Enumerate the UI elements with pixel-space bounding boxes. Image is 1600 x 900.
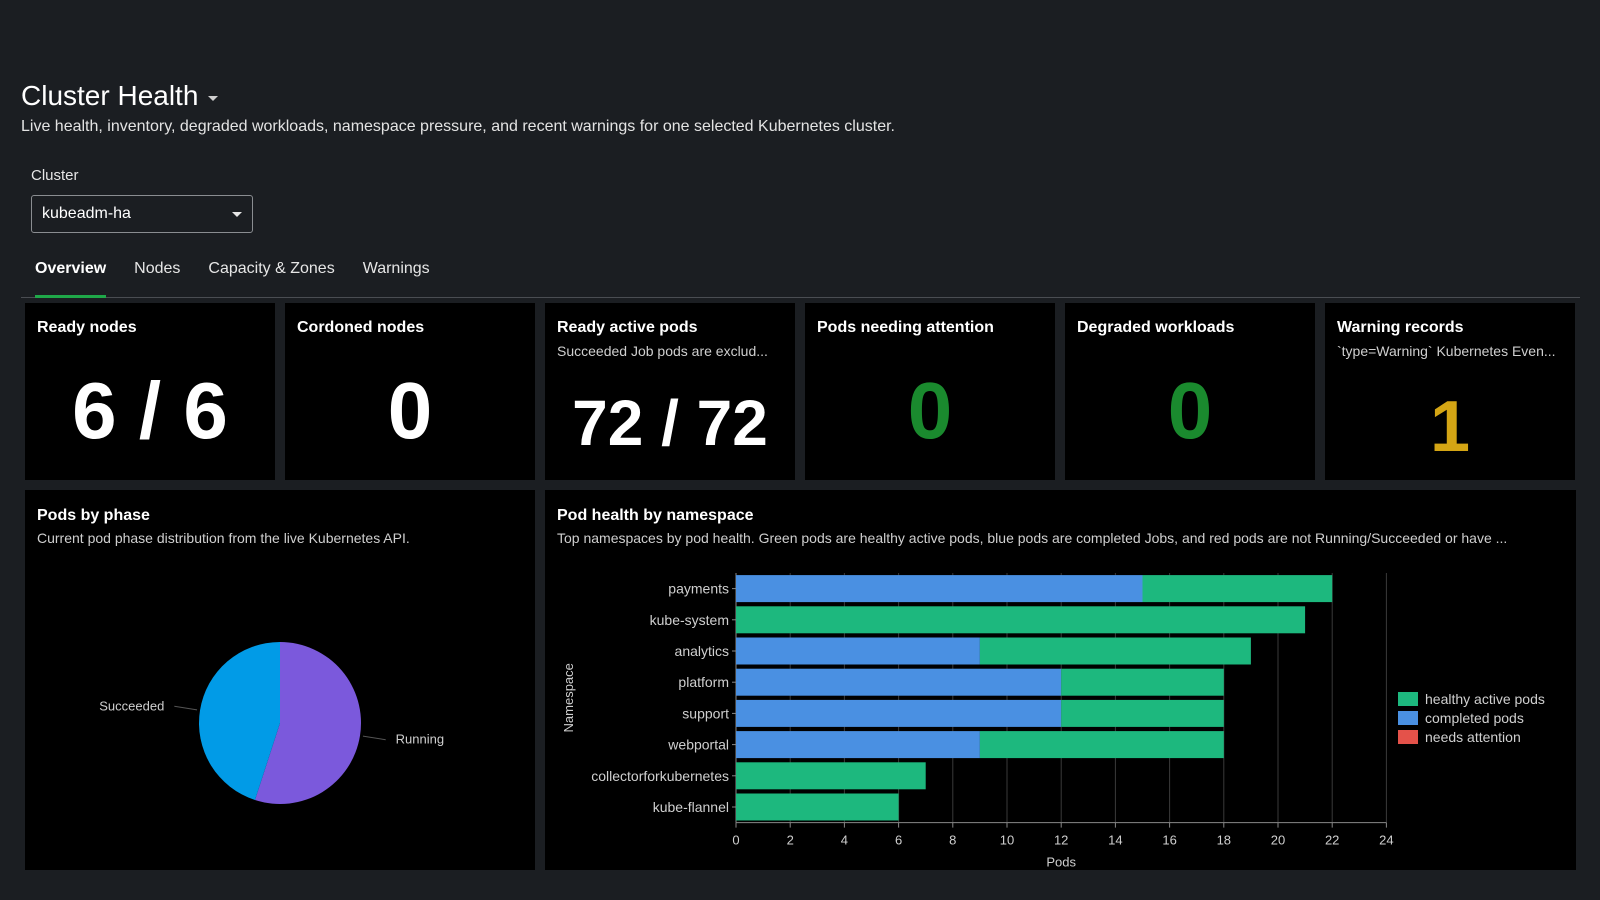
kpi-cordoned-nodes: Cordoned nodes 0: [285, 303, 535, 480]
pod-health-panel: Pod health by namespace Top namespaces b…: [545, 490, 1576, 870]
kpi-degraded-workloads: Degraded workloads 0: [1065, 303, 1315, 480]
tab-bar: Overview Nodes Capacity & Zones Warnings: [21, 254, 1580, 298]
kpi-description: `type=Warning` Kubernetes Even...: [1337, 343, 1556, 359]
x-tick-label: 24: [1379, 833, 1393, 848]
pie-label-leader: [174, 705, 198, 711]
bar-segment-healthy-active-pods[interactable]: [736, 793, 899, 821]
y-axis-title: Namespace: [561, 663, 576, 732]
kpi-title: Ready active pods: [557, 319, 698, 336]
kpi-title: Cordoned nodes: [297, 319, 425, 336]
bar-segment-completed-pods[interactable]: [736, 699, 1062, 727]
x-tick-label: 12: [1054, 833, 1068, 848]
title-row: Cluster Health: [21, 80, 219, 112]
bar-segment-completed-pods[interactable]: [736, 668, 1062, 696]
x-tick-label: 14: [1108, 833, 1122, 848]
bar-segment-healthy-active-pods[interactable]: [1061, 668, 1224, 696]
dashboard-menu-caret-icon[interactable]: [208, 95, 219, 101]
bar-chart: 0 2 4 6 8 10 12 14 16 18 20 22 24paymentskube-system…: [561, 573, 1545, 870]
x-axis-title: Pods: [1046, 855, 1076, 870]
bar-segment-healthy-active-pods[interactable]: [979, 637, 1251, 665]
bar-segment-healthy-active-pods[interactable]: [736, 762, 926, 790]
y-tick-label: webportal: [667, 737, 729, 753]
legend-swatch: [1398, 692, 1418, 706]
cluster-label: Cluster: [31, 167, 79, 184]
bar-segment-healthy-active-pods[interactable]: [736, 606, 1306, 634]
x-tick-label: 16: [1162, 833, 1176, 848]
pods-by-phase-panel: Pods by phase Current pod phase distribu…: [25, 490, 535, 870]
y-tick-label: payments: [668, 581, 729, 597]
pie-chart: Running Succeeded: [99, 642, 444, 804]
kpi-title: Degraded workloads: [1077, 319, 1235, 336]
cluster-dropdown[interactable]: kubeadm-ha: [31, 195, 253, 233]
pie-label: Running: [396, 732, 444, 747]
bar-segment-healthy-active-pods[interactable]: [1061, 699, 1224, 727]
x-tick-label: 8: [949, 833, 956, 848]
kpi-value: 0: [1167, 366, 1213, 455]
x-tick-label: 10: [1000, 833, 1014, 848]
panel-title: Pod health by namespace: [557, 507, 754, 524]
bar-segment-completed-pods[interactable]: [736, 731, 980, 759]
legend-label: healthy active pods: [1425, 691, 1545, 707]
pie-label-leader: [362, 735, 386, 741]
kpi-value: 1: [1429, 387, 1471, 467]
x-tick-label: 2: [787, 833, 794, 848]
tab-capacity-zones[interactable]: Capacity & Zones: [208, 260, 335, 277]
x-tick-label: 6: [895, 833, 902, 848]
y-tick-label: support: [682, 705, 729, 721]
panel-title: Pods by phase: [37, 507, 150, 524]
kpi-ready-active-pods: Ready active pods Succeeded Job pods are…: [545, 303, 795, 480]
chevron-down-icon: [232, 211, 242, 217]
kpi-value: 0: [907, 366, 953, 455]
x-tick-label: 22: [1325, 833, 1339, 848]
kpi-warning-records: Warning records `type=Warning` Kubernete…: [1325, 303, 1575, 480]
y-tick-label: analytics: [675, 643, 729, 659]
y-tick-label: platform: [678, 674, 729, 690]
pie-label: Succeeded: [99, 698, 164, 713]
kpi-description: Succeeded Job pods are exclud...: [557, 343, 768, 359]
bar-segment-completed-pods[interactable]: [736, 575, 1143, 603]
tab-warnings[interactable]: Warnings: [362, 260, 430, 277]
x-tick-label: 0: [732, 833, 739, 848]
legend-swatch: [1398, 711, 1418, 725]
kpi-title: Warning records: [1337, 319, 1464, 336]
legend-swatch: [1398, 730, 1418, 744]
legend-label: completed pods: [1425, 710, 1524, 726]
cluster-dropdown-value: kubeadm-ha: [42, 205, 131, 222]
page-title: Cluster Health: [21, 80, 199, 111]
kpi-ready-nodes: Ready nodes 6 / 6: [25, 303, 275, 480]
y-tick-label: kube-flannel: [653, 799, 729, 815]
tab-nodes[interactable]: Nodes: [134, 260, 181, 277]
bar-segment-healthy-active-pods[interactable]: [1142, 575, 1333, 603]
y-tick-label: kube-system: [650, 612, 729, 628]
kpi-value: 0: [387, 366, 433, 455]
x-tick-label: 18: [1217, 833, 1231, 848]
bar-segment-healthy-active-pods[interactable]: [979, 731, 1224, 759]
kpi-title: Ready nodes: [37, 319, 137, 336]
kpi-title: Pods needing attention: [817, 319, 994, 336]
x-tick-label: 4: [841, 833, 848, 848]
legend-label: needs attention: [1425, 729, 1521, 745]
kpi-value: 6 / 6: [72, 366, 228, 455]
pie-slice-succeeded[interactable]: [198, 642, 280, 801]
page-subtitle: Live health, inventory, degraded workloa…: [21, 118, 895, 135]
tab-overview[interactable]: Overview: [21, 254, 120, 298]
pie-slice-running[interactable]: [254, 642, 361, 804]
x-tick-label: 20: [1271, 833, 1285, 848]
kpi-value: 72 / 72: [572, 387, 768, 459]
y-tick-label: collectorforkubernetes: [591, 768, 729, 784]
kpi-pods-needing-attention: Pods needing attention 0: [805, 303, 1055, 480]
bar-segment-completed-pods[interactable]: [736, 637, 980, 665]
